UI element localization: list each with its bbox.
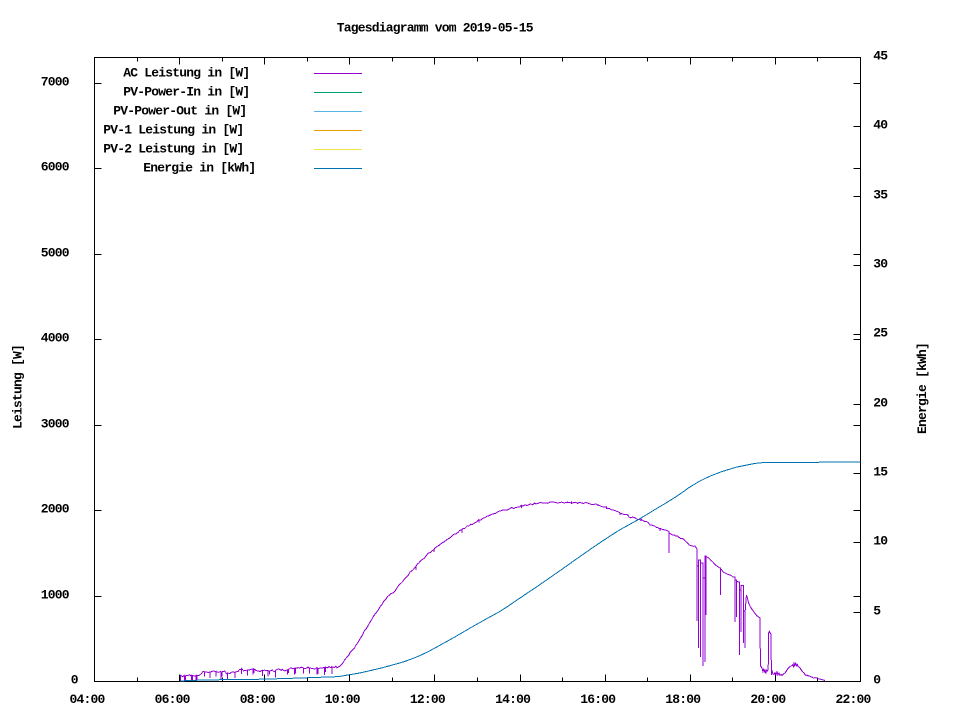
svg-text:30: 30 — [873, 257, 888, 272]
svg-text:06:00: 06:00 — [155, 692, 191, 707]
svg-text:20:00: 20:00 — [750, 692, 786, 707]
svg-text:6000: 6000 — [41, 160, 70, 175]
svg-text:Leistung [W]: Leistung [W] — [11, 345, 26, 429]
svg-text:PV-Power-Out in [W]: PV-Power-Out in [W] — [113, 104, 246, 119]
svg-text:18:00: 18:00 — [665, 692, 701, 707]
svg-text:08:00: 08:00 — [240, 692, 276, 707]
svg-text:04:00: 04:00 — [70, 692, 106, 707]
svg-text:7000: 7000 — [41, 75, 70, 90]
svg-text:PV-Power-In in [W]: PV-Power-In in [W] — [123, 85, 249, 100]
svg-text:12:00: 12:00 — [410, 692, 446, 707]
svg-text:25: 25 — [873, 326, 888, 341]
svg-text:0: 0 — [71, 673, 79, 688]
svg-text:5000: 5000 — [41, 246, 70, 261]
svg-text:22:00: 22:00 — [836, 692, 872, 707]
svg-text:20: 20 — [873, 396, 888, 411]
svg-text:35: 35 — [873, 188, 888, 203]
svg-text:45: 45 — [873, 49, 888, 64]
svg-text:3000: 3000 — [41, 417, 70, 432]
svg-text:Energie in [kWh]: Energie in [kWh] — [143, 161, 255, 176]
svg-text:10:00: 10:00 — [325, 692, 361, 707]
svg-text:16:00: 16:00 — [580, 692, 616, 707]
svg-text:PV-2 Leistung in [W]: PV-2 Leistung in [W] — [103, 142, 243, 157]
svg-text:1000: 1000 — [41, 588, 70, 603]
svg-text:AC Leistung in [W]: AC Leistung in [W] — [123, 66, 249, 81]
svg-text:15: 15 — [873, 465, 888, 480]
svg-text:40: 40 — [873, 118, 888, 133]
svg-text:0: 0 — [873, 673, 881, 688]
svg-text:5: 5 — [873, 604, 881, 619]
svg-text:2000: 2000 — [41, 502, 70, 517]
svg-text:PV-1 Leistung in [W]: PV-1 Leistung in [W] — [103, 123, 243, 138]
svg-text:14:00: 14:00 — [495, 692, 531, 707]
svg-text:4000: 4000 — [41, 331, 70, 346]
svg-text:Energie [kWh]: Energie [kWh] — [915, 343, 930, 434]
svg-text:Tagesdiagramm vom 2019-05-15: Tagesdiagramm vom 2019-05-15 — [337, 21, 534, 36]
svg-text:10: 10 — [873, 534, 888, 549]
